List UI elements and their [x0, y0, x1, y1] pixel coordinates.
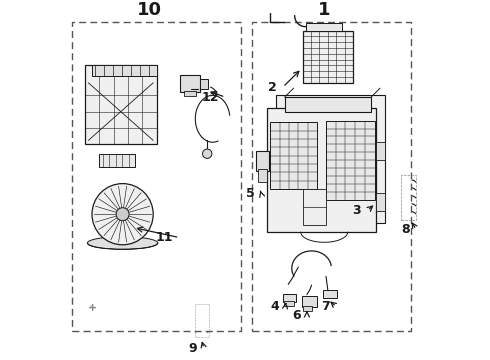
- Bar: [85, 65, 157, 144]
- Text: 6: 6: [292, 309, 300, 322]
- Bar: [303, 31, 353, 83]
- Bar: [323, 290, 337, 298]
- Text: 8: 8: [401, 223, 410, 236]
- Bar: [195, 304, 209, 337]
- Bar: [303, 189, 326, 225]
- Bar: [376, 142, 386, 160]
- Circle shape: [116, 208, 129, 221]
- Text: 5: 5: [246, 187, 255, 200]
- Bar: [302, 296, 317, 307]
- Polygon shape: [157, 47, 171, 144]
- Text: 9: 9: [189, 342, 197, 355]
- Bar: [99, 154, 135, 167]
- Bar: [184, 91, 196, 96]
- Bar: [200, 79, 208, 89]
- Ellipse shape: [87, 237, 158, 249]
- Text: 7: 7: [321, 300, 330, 313]
- Bar: [285, 97, 371, 112]
- Bar: [267, 108, 376, 232]
- Circle shape: [202, 149, 212, 158]
- Bar: [303, 306, 312, 311]
- Bar: [283, 294, 296, 302]
- Polygon shape: [75, 83, 85, 130]
- Bar: [258, 169, 267, 182]
- Ellipse shape: [87, 138, 155, 150]
- Bar: [284, 301, 294, 306]
- Bar: [180, 75, 200, 92]
- Bar: [275, 95, 386, 223]
- Bar: [376, 193, 386, 211]
- Text: 10: 10: [137, 1, 162, 19]
- Bar: [326, 121, 374, 200]
- Text: 11: 11: [155, 231, 173, 244]
- Bar: [92, 65, 157, 76]
- Text: 1: 1: [318, 1, 330, 19]
- Bar: [72, 22, 242, 331]
- Bar: [270, 122, 317, 189]
- Bar: [256, 151, 270, 171]
- Bar: [252, 22, 411, 331]
- Text: 4: 4: [270, 300, 279, 313]
- Bar: [401, 175, 416, 220]
- Text: 2: 2: [268, 81, 276, 94]
- Circle shape: [92, 184, 153, 245]
- Text: 12: 12: [201, 91, 219, 104]
- Text: 3: 3: [352, 204, 361, 217]
- Bar: [306, 23, 342, 31]
- Polygon shape: [85, 47, 171, 65]
- Text: +: +: [87, 303, 97, 313]
